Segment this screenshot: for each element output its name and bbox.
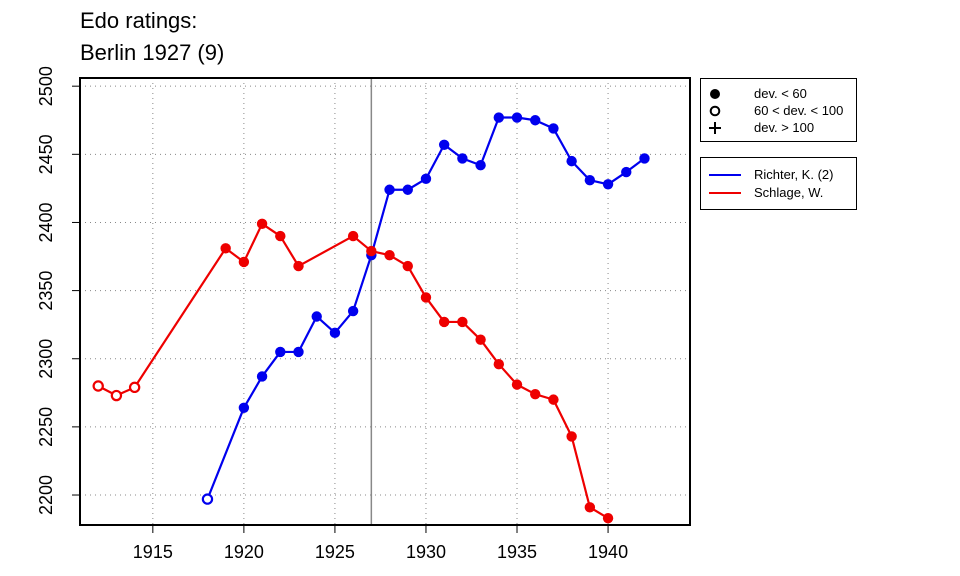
data-point-open [201,493,214,505]
marker-legend-entry: dev. > 100 [701,120,856,136]
data-point [238,402,250,413]
data-point [584,502,596,513]
series-1 [92,218,614,524]
x-tick-label: 1940 [588,542,628,562]
marker-legend: dev. < 60 60 < dev. < 100 dev. > 100 [700,78,857,142]
data-point [493,358,505,370]
data-point [511,379,523,390]
plot-frame [79,77,691,526]
data-point [475,160,486,171]
grid [80,78,690,525]
data-point [602,512,614,524]
y-tick-label: 2350 [36,271,56,311]
series-legend-label: Richter, K. (2) [754,167,834,182]
series-line [97,222,609,520]
data-point [384,249,395,261]
y-tick-label: 2500 [36,66,56,106]
data-point [511,112,523,123]
data-point [584,175,596,186]
data-point [602,179,614,190]
y-tick-label: 2300 [36,339,56,379]
data-point-open [128,381,141,394]
data-point-open [110,389,123,402]
y-tick-label: 2450 [36,134,56,174]
data-point [457,153,468,164]
data-point [311,311,322,322]
series-0 [201,112,650,505]
marker-legend-entry: dev. < 60 [701,86,856,102]
data-point-open [92,380,104,392]
legend-swatch [709,174,741,176]
data-point [402,184,413,195]
series-legend: Richter, K. (2) Schlage, W. [700,157,857,210]
data-point [530,115,541,126]
data-point [256,371,268,382]
data-point [384,184,395,195]
data-point [438,139,450,150]
data-point [256,218,268,230]
x-tick-label: 1935 [497,542,537,562]
data-point [420,292,432,303]
chart-title: Edo ratings: [80,8,198,33]
data-point [548,123,559,134]
data-point [293,260,304,272]
data-point [566,431,577,442]
data-point [220,243,231,254]
series-legend-entry: Richter, K. (2) [701,167,856,183]
data-point [420,173,432,185]
data-point [238,256,250,268]
data-point [475,334,486,345]
data-point [438,316,450,328]
x-tick-label: 1915 [133,542,173,562]
data-point [457,316,468,328]
data-point [548,394,559,405]
axes: 1915 1920 1925 1930 1935 1940 2200 2250 2300 2350… [36,66,628,562]
marker-legend-entry: 60 < dev. < 100 [701,103,856,119]
x-tick-label: 1925 [315,542,355,562]
data-point [493,112,505,123]
data-point [275,346,286,358]
open-circle-icon [709,105,721,117]
plus-icon [709,122,721,134]
data-point [566,155,577,167]
series-group [92,112,650,524]
x-tick-label: 1920 [224,542,264,562]
data-point [347,230,359,242]
data-point [530,388,541,400]
y-tick-label: 2250 [36,407,56,447]
data-point [347,305,359,317]
data-point [293,346,304,358]
data-point [639,153,650,164]
data-point [275,230,286,242]
y-tick-label: 2200 [36,475,56,515]
marker-legend-label: 60 < dev. < 100 [754,103,844,118]
legend-swatch [709,192,741,194]
marker-legend-label: dev. > 100 [754,120,815,135]
data-point [329,327,341,339]
data-point [402,260,413,272]
series-legend-entry: Schlage, W. [701,185,856,201]
data-point [621,166,632,178]
y-tick-label: 2400 [36,202,56,242]
marker-legend-label: dev. < 60 [754,86,807,101]
series-legend-label: Schlage, W. [754,185,824,200]
chart-subtitle: Berlin 1927 (9) [80,40,225,65]
data-point [366,245,377,257]
x-tick-label: 1930 [406,542,446,562]
filled-circle-icon [710,89,720,99]
